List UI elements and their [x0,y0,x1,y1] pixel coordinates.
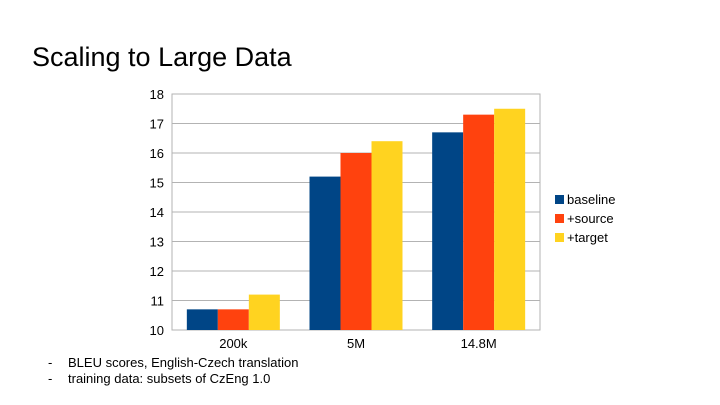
legend-label: +target [567,230,608,245]
bar-baseline-148M [432,132,464,330]
y-tick-label: 13 [150,235,164,250]
bar-baseline-200k [186,309,218,330]
x-tick-label: 5M [347,336,365,351]
note-item: - BLEU scores, English-Czech translation [48,355,299,371]
slide-notes: - BLEU scores, English-Czech translation … [48,355,299,387]
legend-label: baseline [567,192,615,207]
note-item: - training data: subsets of CzEng 1.0 [48,371,299,387]
axes: 10 11 12 13 14 15 16 17 18 200k 5M 14.8M [150,87,497,351]
y-tick-label: 12 [150,264,164,279]
y-tick-label: 17 [150,117,164,132]
note-text: BLEU scores, English-Czech translation [68,355,299,370]
slide-title: Scaling to Large Data [32,42,292,72]
bullet-dash: - [48,355,53,370]
bar-target-148M [494,108,526,330]
bullet-dash: - [48,371,53,386]
legend: baseline +source +target [555,192,615,245]
y-tick-label: 11 [151,294,165,309]
legend-swatch [555,214,564,223]
note-text: training data: subsets of CzEng 1.0 [68,371,271,386]
legend-swatch [555,233,564,242]
bar-target-200k [248,294,280,330]
x-tick-label: 14.8M [461,336,497,351]
legend-label: +source [567,211,614,226]
x-tick-label: 200k [219,336,248,351]
legend-swatch [555,195,564,204]
bars [186,108,526,331]
y-tick-label: 16 [150,146,164,161]
bar-target-5M [371,141,403,330]
y-tick-label: 10 [150,323,164,338]
y-tick-label: 18 [150,87,164,102]
bar-source-200k [217,309,249,330]
y-tick-label: 15 [150,176,164,191]
bar-source-148M [463,114,495,331]
bar-source-5M [340,153,372,330]
y-tick-label: 14 [150,205,164,220]
bar-baseline-5M [309,176,341,330]
